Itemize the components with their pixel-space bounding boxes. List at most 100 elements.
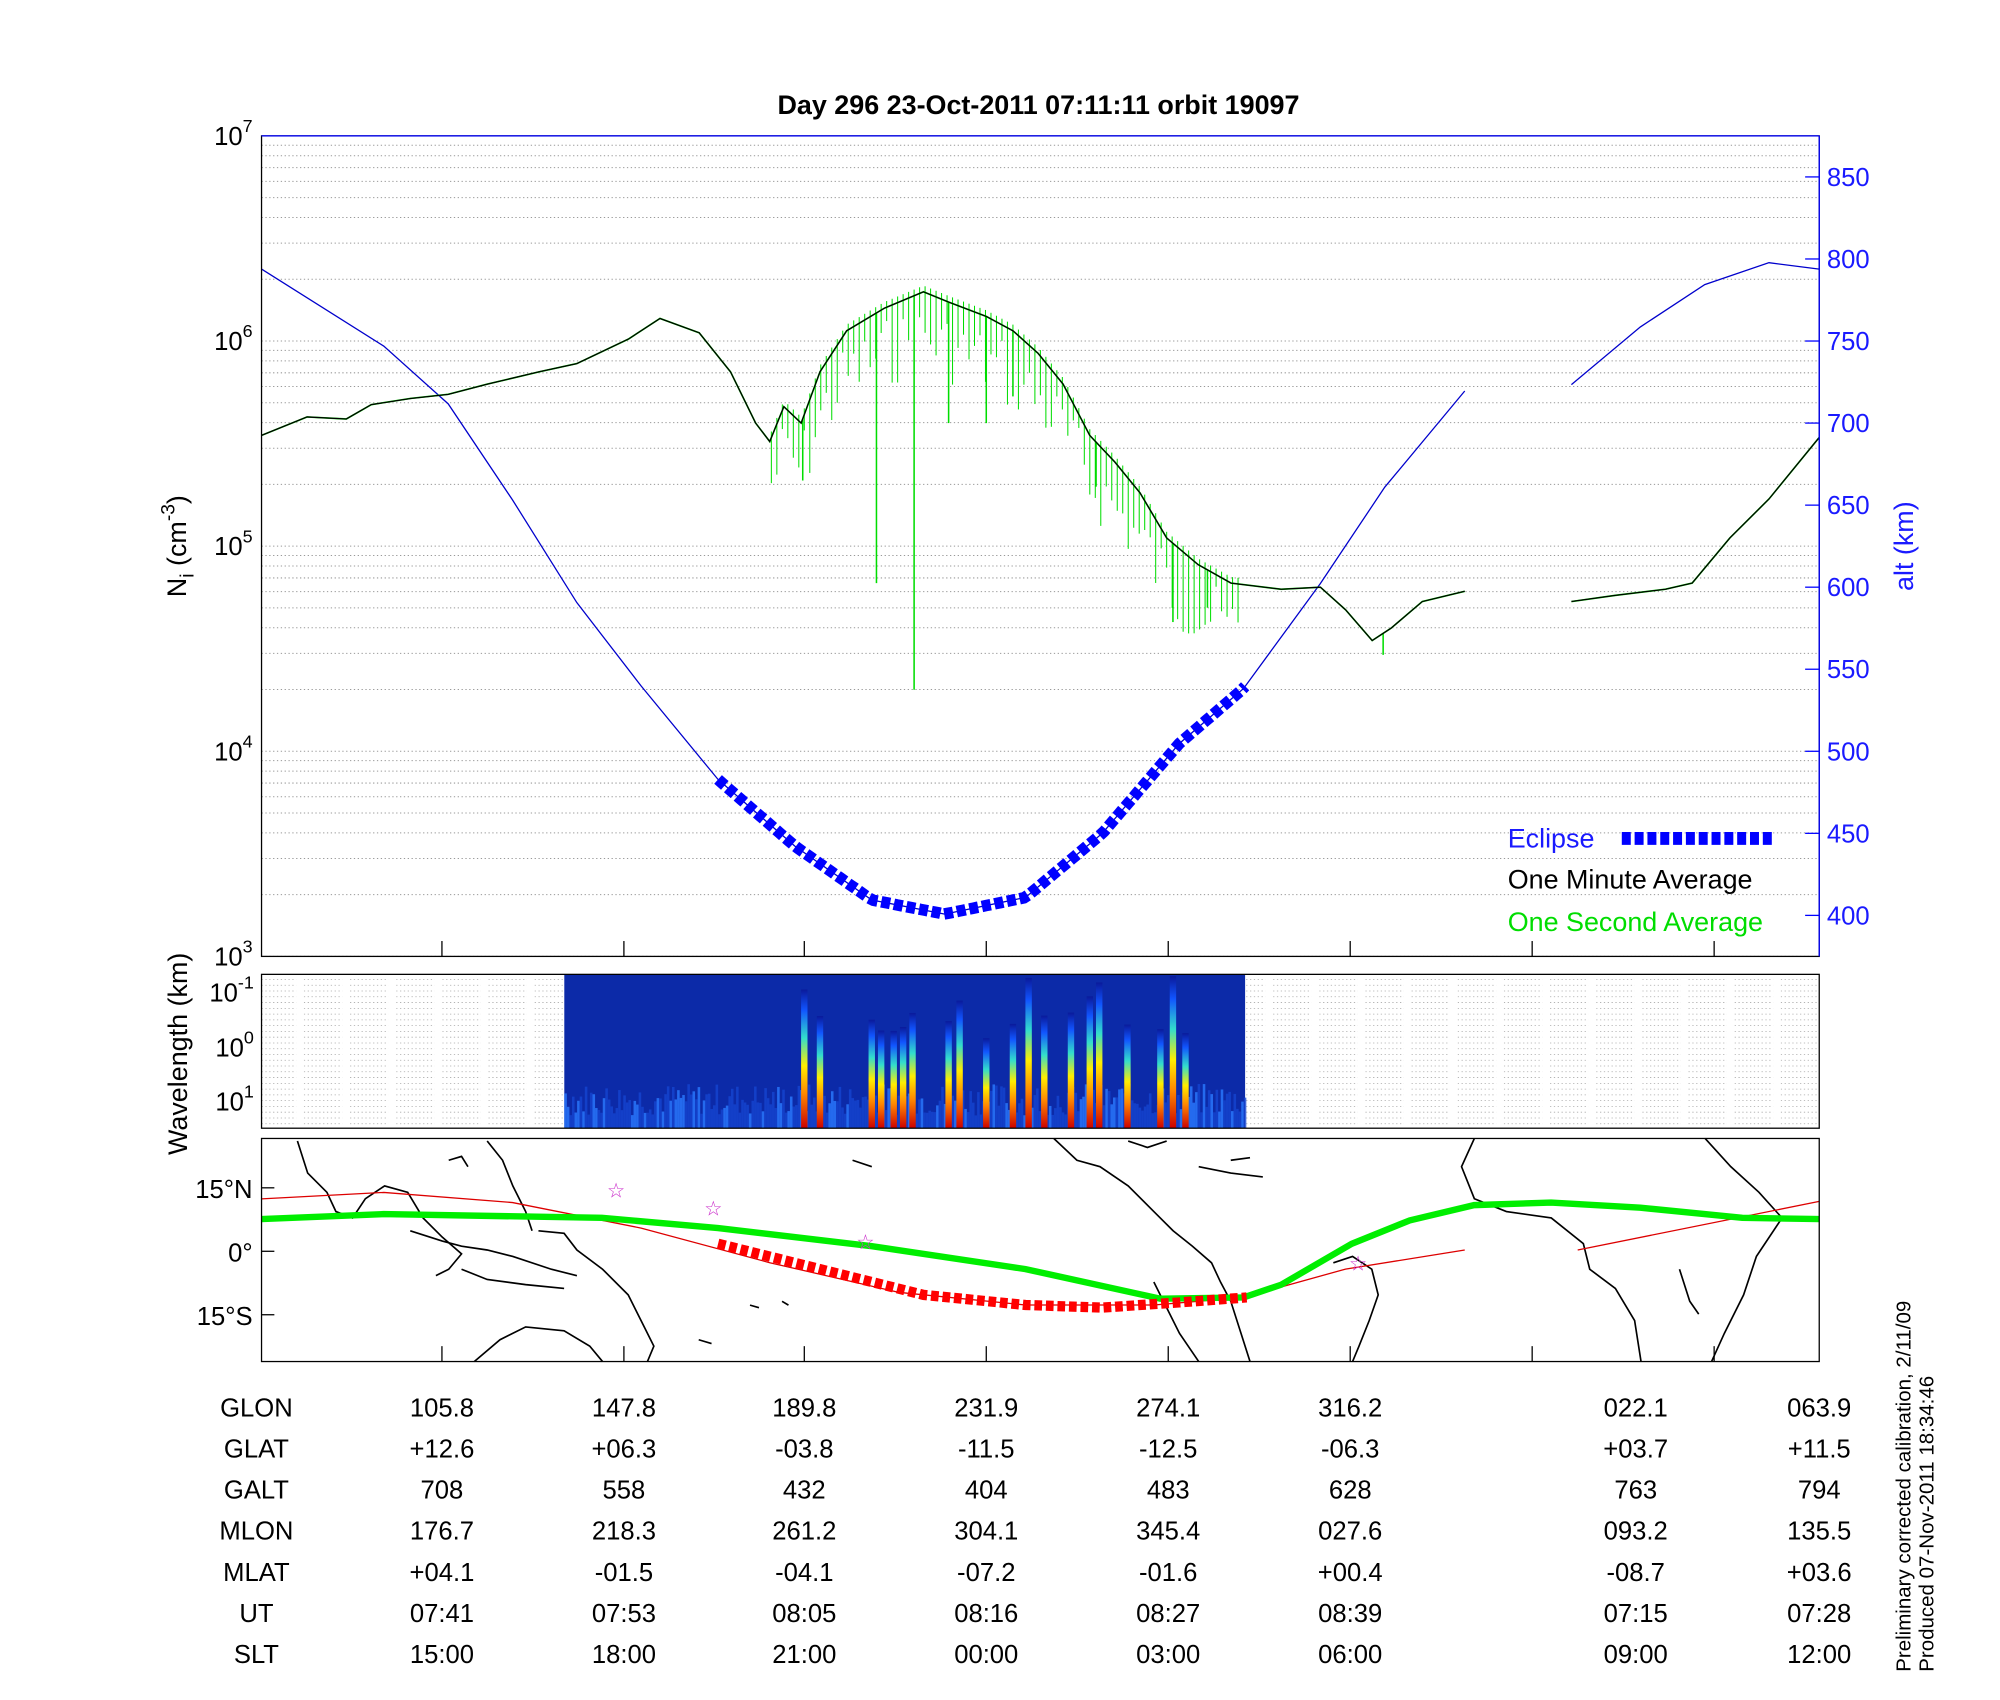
table-cell: 147.8 [592,1395,656,1423]
spectrogram-noise [723,1107,726,1129]
spectrogram-streak [909,1012,916,1129]
spectrogram-noise [659,1098,662,1129]
ylabel-sup: -3 [158,504,179,521]
table-cell: +06.3 [591,1436,656,1464]
star-marker: ☆ [607,1180,625,1203]
spectrogram-noise [838,1086,842,1129]
table-cell: +03.6 [1787,1559,1852,1587]
table-row-label: SLT [234,1641,279,1669]
spectrogram-noise [669,1100,672,1129]
spectrogram-noise [679,1097,683,1129]
wavelength-tick-label: 100 [215,1028,254,1063]
spectrogram-noise [651,1114,655,1129]
spectrogram-noise [702,1100,706,1129]
spectrogram-noise [1056,1095,1060,1129]
coastline-pacific-islands [448,1155,873,1345]
spectrogram-noise [764,1088,767,1129]
spectrogram-noise [620,1110,624,1129]
table-cell: 794 [1798,1477,1841,1505]
map-frame [260,1137,1820,1363]
spectrogram-noise [1207,1090,1211,1129]
spectrogram-noise [961,1090,965,1129]
spectrogram-noise [923,1112,926,1129]
spectrogram-noise [1092,1089,1096,1129]
spectrogram-noise [1000,1086,1003,1129]
y2-tick-label: 550 [1827,656,1870,684]
table-cell: -01.6 [1139,1559,1197,1587]
spectrogram-noise [584,1086,588,1129]
magnetic-equator-line [1577,1200,1820,1251]
spectrogram-noise [689,1094,693,1129]
spectrogram-noise [864,1096,867,1129]
table-cell: 135.5 [1787,1518,1851,1546]
table-cell: 708 [421,1477,464,1505]
spectrogram-noise [766,1098,770,1129]
tick-exponent: 0 [244,1028,254,1048]
y2-tick-label: 750 [1827,328,1870,356]
spectrogram-noise [823,1095,826,1129]
spectrogram-noise [992,1084,996,1129]
density-axis-label: Ni (cm-3) [158,495,198,597]
spectrogram-noise [720,1109,724,1129]
density-ticks: 1031041051061074004505005506006507007508… [214,116,1870,971]
spectrogram-noise [1110,1104,1114,1129]
table-cell: +11.5 [1788,1436,1851,1464]
spectrogram-noise [725,1105,729,1129]
table-cell: 274.1 [1136,1395,1200,1423]
table-cell: +00.4 [1318,1559,1383,1587]
spectrogram-noise [1033,1095,1037,1129]
spectrogram-noise [792,1106,796,1129]
altitude-line [261,268,1466,915]
spectrogram-streak [1009,1023,1017,1129]
spectrogram-noise [936,1105,939,1129]
spectrogram-noise [971,1102,975,1129]
spectrogram-noise [1210,1094,1214,1129]
table-row-label: MLON [219,1518,293,1546]
spectrogram-noise [833,1100,837,1129]
spectrogram-noise [664,1094,667,1129]
spectrogram-noise [728,1096,731,1129]
tick-base: 10 [214,328,243,356]
table-cell: -01.5 [595,1559,653,1587]
spectrogram-noise [610,1106,614,1129]
spectrogram-noise [587,1114,590,1129]
table-cell: 07:15 [1604,1600,1668,1628]
spectrogram-noise [1077,1111,1080,1129]
star-marker: ☆ [856,1231,874,1254]
table-cell: 304.1 [954,1518,1018,1546]
coastline-caribbean [1198,1156,1263,1178]
spectrogram-noise [918,1099,921,1129]
spectrogram-noise [592,1094,596,1129]
spectrogram-noise [1148,1093,1152,1129]
table-cell: 027.6 [1318,1518,1382,1546]
spectrogram-noise [1084,1084,1088,1129]
table-cell: 08:27 [1136,1600,1200,1628]
spectrogram-noise [830,1091,834,1129]
spectrogram-streak [816,1015,824,1129]
table-cell: 063.9 [1787,1395,1851,1423]
spectrogram-noise [1054,1108,1057,1129]
spectrogram-noise [1007,1109,1011,1129]
spectrogram-noise [751,1100,755,1129]
spectrogram-noise [656,1098,660,1129]
spectrogram-noise [577,1100,580,1129]
table-cell: 105.8 [410,1395,474,1423]
spectrogram-noise [710,1108,714,1129]
spectrogram-noise [600,1112,603,1129]
spectrogram-noise [836,1101,839,1129]
spectrogram-noise [784,1112,788,1129]
spectrogram-noise [648,1109,652,1129]
spectrogram-noise [697,1087,701,1129]
spectrogram-noise [977,1092,980,1129]
spectrogram-streak [1124,1024,1131,1129]
spectrogram-noise [1120,1088,1124,1129]
spectrogram-noise [1074,1092,1078,1129]
spectrogram-noise [1015,1112,1019,1129]
spectrogram-noise [574,1112,578,1129]
table-cell: 189.8 [772,1395,836,1423]
table-cell: 00:00 [954,1641,1018,1669]
wavelength-axis-label: Wavelength (km) [163,953,193,1155]
spectrogram-noise [633,1100,637,1129]
spectrogram-noise [859,1107,862,1129]
spectrogram-noise [941,1086,944,1129]
